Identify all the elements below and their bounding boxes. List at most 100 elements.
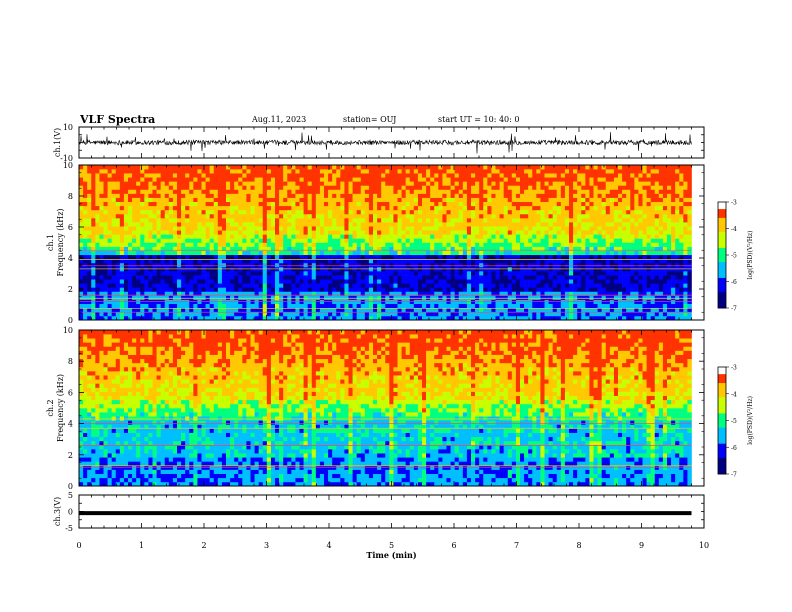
ch1-spectrogram-cell [585, 295, 590, 300]
ch1-spectrogram-cell [115, 222, 121, 227]
ch1-spectrogram-cell [609, 230, 615, 235]
ch1-spectrogram-cell [381, 311, 386, 317]
ch1-spectrogram-cell [373, 193, 378, 198]
ch1-spectrogram-cell [397, 185, 402, 190]
ch1-spectrogram-cell [344, 238, 349, 243]
ch1-spectrogram-cell [544, 238, 549, 243]
ch1-spectrogram-cell [79, 246, 84, 251]
ch1-spectrogram-cell [552, 246, 558, 251]
ch1-spectrogram-cell [654, 213, 660, 219]
ch1-spectrogram-cell [201, 222, 206, 227]
ch1-spectrogram-cell [238, 189, 243, 194]
ch1-spectrogram-cell [601, 291, 607, 296]
ch1-spectrogram-cell [168, 181, 174, 186]
ch1-spectrogram-cell [348, 234, 353, 239]
ch1-spectrogram-cell [250, 291, 255, 296]
ch1-spectrogram-cell [638, 315, 643, 321]
ch1-spectrogram-cell [193, 238, 198, 243]
ch1-spectrogram-cell [360, 230, 366, 235]
ch1-spectrogram-cell [491, 250, 496, 256]
ch1-spectrogram-cell [360, 250, 366, 256]
ch1-spectrogram-cell [287, 291, 292, 296]
ch1-spectrogram-cell [520, 246, 525, 251]
ch1-spectrogram-cell [230, 238, 235, 243]
ch1-spectrogram-cell [148, 311, 153, 317]
ch1-spectrogram-cell [299, 254, 304, 260]
ch1-spectrogram-cell [123, 307, 129, 313]
ch1-spectrogram-cell [483, 287, 488, 292]
ch1-spectrogram-cell [336, 311, 341, 317]
ch1-spectrogram-cell [303, 279, 308, 284]
ch1-spectrogram-cell [377, 230, 382, 235]
ch1-spectrogram-cell [548, 193, 553, 198]
ch1-spectrogram-cell [368, 258, 374, 264]
ch1-spectrogram-cell [340, 238, 345, 243]
ch1-spectrogram-cell [483, 271, 488, 276]
ch1-spectrogram-cell [544, 291, 549, 296]
ch1-spectrogram-cell [230, 291, 235, 296]
ch1-spectrogram-cell [87, 205, 92, 211]
ch1-spectrogram-cell [667, 262, 672, 268]
ch1-spectrogram-cell [471, 311, 476, 317]
ch1-spectrogram-cell [389, 307, 394, 313]
ch1-spectrogram-cell [242, 209, 247, 215]
ch1-spectrogram-cell [393, 201, 398, 207]
ch1-spectrogram-cell [83, 205, 88, 211]
ch1-spectrogram-cell [471, 287, 476, 292]
ch1-spectrogram-cell [560, 258, 566, 264]
ch1-spectrogram-cell [597, 295, 602, 300]
ch1-spectrogram-cell [177, 295, 182, 300]
ch1-spectrogram-cell [618, 262, 623, 268]
ch1-spectrogram-cell [279, 185, 284, 190]
ch1-spectrogram-cell [483, 295, 488, 300]
ch1-spectrogram-cell [422, 254, 427, 260]
ch1-spectrogram-cell [491, 205, 496, 211]
ch1-spectrogram-cell [205, 242, 210, 247]
ch1-trace [78, 132, 692, 154]
ch1-spectrogram-cell [136, 230, 141, 235]
ch1-spectrogram-cell [569, 185, 574, 190]
ch1-spectrogram-cell [458, 209, 464, 215]
ch1-spectrogram-cell [646, 234, 651, 239]
ch1-spectrogram-cell [630, 201, 635, 207]
ch1-spectrogram-cell [401, 205, 406, 211]
ch1-spectrogram-cell [495, 218, 500, 223]
ch1-spectrogram-cell [638, 246, 643, 251]
ch1-spectrogram-cell [475, 254, 480, 260]
ch1-spectrogram-cell [397, 230, 402, 235]
ch1-spectrogram-cell [495, 283, 500, 288]
ch1-spectrogram-cell [221, 205, 227, 211]
ch1-spectrogram-cell [164, 271, 170, 276]
ch1-spectrogram-cell [258, 185, 264, 190]
ch1-spectrogram-cell [671, 283, 676, 288]
ch1-spectrogram-cell [242, 218, 247, 223]
ch1-spectrogram-cell [103, 307, 108, 313]
ch1-spectrogram-cell [536, 291, 541, 296]
ch1-spectrogram-cell [336, 279, 341, 284]
ch1-spectrogram-cell [483, 209, 488, 215]
ch1-spectrogram-cell [524, 315, 529, 321]
ch1-spectrogram-cell [193, 181, 198, 186]
ch1-spectrogram-cell [438, 226, 443, 231]
ch1-spectrogram-cell [144, 230, 149, 235]
ch1-spectrogram-cell [626, 295, 631, 300]
ch1-spectrogram-cell [569, 218, 574, 223]
ch1-spectrogram-cell [560, 250, 566, 256]
ch1-spectrogram-cell [287, 246, 292, 251]
ch1-spectrogram-cell [446, 262, 451, 268]
ch1-spectrogram-cell [650, 234, 656, 239]
ch1-spectrogram-cell [524, 213, 529, 219]
ch1-spectrogram-cell [189, 291, 194, 296]
ch1-spectrogram-cell [291, 311, 296, 317]
ch1-spectrogram-cell [87, 303, 92, 309]
ch1-spectrogram-cell [577, 287, 582, 292]
ch1-spectrogram-cell [193, 230, 198, 235]
ch1-spectrogram-cell [132, 246, 137, 251]
ch1-spectrogram-cell [618, 303, 623, 309]
ch1-spectrogram-cell [242, 193, 247, 198]
ch1-spectrogram-cell [601, 230, 607, 235]
ch1-spectrogram-cell [434, 258, 439, 264]
ch1-spectrogram-cell [507, 218, 513, 223]
ch1-spectrogram-cell [397, 311, 402, 317]
ch1-spectrogram-cell [687, 226, 692, 231]
